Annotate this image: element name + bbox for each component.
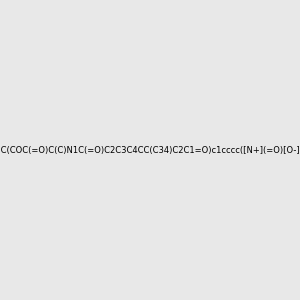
Text: O=C(COC(=O)C(C)N1C(=O)C2C3C4CC(C34)C2C1=O)c1cccc([N+](=O)[O-])c1: O=C(COC(=O)C(C)N1C(=O)C2C3C4CC(C34)C2C1=… xyxy=(0,146,300,154)
